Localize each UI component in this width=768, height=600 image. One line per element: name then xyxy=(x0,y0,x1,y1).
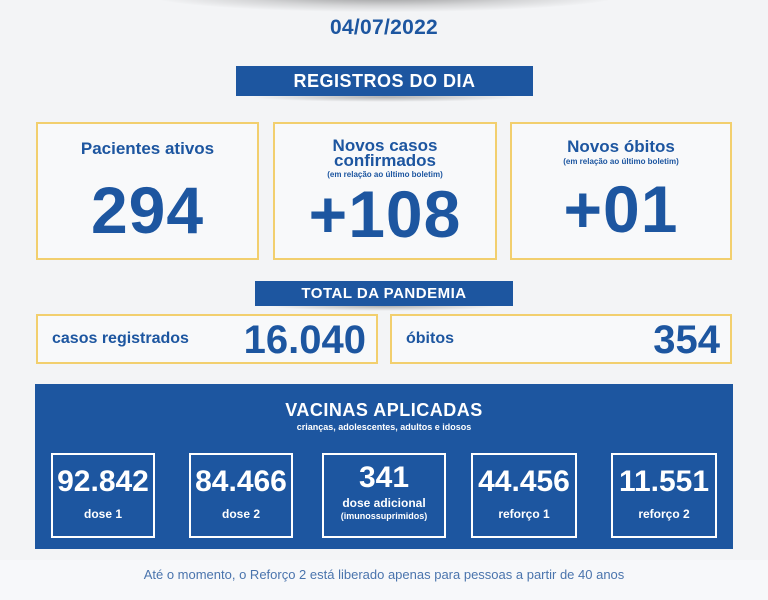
new-deaths-card: Novos óbitos (em relação ao último bolet… xyxy=(510,122,732,260)
top-shadow xyxy=(150,0,620,12)
vaccine-label: dose adicional xyxy=(342,496,426,510)
vaccine-label: dose 2 xyxy=(221,507,260,521)
total-deaths-value: 354 xyxy=(653,318,720,362)
footer-note: Até o momento, o Reforço 2 está liberado… xyxy=(0,560,768,600)
vaccine-booster2-card: 11.551 reforço 2 xyxy=(611,453,717,538)
vaccines-panel: VACINAS APLICADAS crianças, adolescentes… xyxy=(35,384,733,549)
new-cases-card: Novos casos confirmados (em relação ao ú… xyxy=(273,122,497,260)
banner-shadow xyxy=(250,92,520,102)
vaccine-label: reforço 2 xyxy=(638,507,690,521)
new-cases-label-line2: confirmados xyxy=(333,151,437,170)
active-patients-label: Pacientes ativos xyxy=(80,139,215,158)
total-cases-label: casos registrados xyxy=(52,330,189,347)
new-cases-value: +108 xyxy=(308,177,462,251)
vaccine-booster1-card: 44.456 reforço 1 xyxy=(471,453,577,538)
total-cases-card: casos registrados 16.040 xyxy=(36,314,378,364)
vaccine-value: 84.466 xyxy=(195,465,287,498)
new-deaths-value: +01 xyxy=(563,172,679,246)
vaccines-subtitle: crianças, adolescentes, adultos e idosos xyxy=(296,422,472,432)
new-cases-label-line1: Novos casos xyxy=(332,136,438,155)
active-patients-value: 294 xyxy=(90,173,205,247)
new-deaths-label: Novos óbitos xyxy=(567,137,675,156)
vaccine-value: 11.551 xyxy=(618,465,710,498)
vaccines-title: VACINAS APLICADAS xyxy=(285,400,483,420)
vaccine-value: 44.456 xyxy=(478,465,570,498)
new-cases-label: Novos casos confirmados xyxy=(275,136,495,170)
report-date: 04/07/2022 xyxy=(329,16,439,39)
total-banner: TOTAL DA PANDEMIA xyxy=(255,281,513,306)
vaccine-label: dose 1 xyxy=(83,507,122,521)
banner-shadow xyxy=(268,301,500,311)
total-deaths-label: óbitos xyxy=(406,330,454,347)
registros-banner: REGISTROS DO DIA xyxy=(236,66,533,96)
vaccine-label: reforço 1 xyxy=(498,507,550,521)
vaccine-value: 341 xyxy=(358,461,410,494)
new-cases-note: (em relação ao último boletim) xyxy=(327,170,443,179)
active-patients-card: Pacientes ativos 294 xyxy=(36,122,259,260)
total-deaths-card: óbitos 354 xyxy=(390,314,732,364)
vaccine-sublabel: (imunossuprimidos) xyxy=(340,511,428,521)
vaccine-dose1-card: 92.842 dose 1 xyxy=(51,453,155,538)
total-cases-value: 16.040 xyxy=(243,318,366,362)
vaccine-value: 92.842 xyxy=(57,465,149,498)
vaccine-additional-dose-card: 341 dose adicional (imunossuprimidos) xyxy=(322,453,446,538)
new-deaths-note: (em relação ao último boletim) xyxy=(563,157,679,166)
vaccine-dose2-card: 84.466 dose 2 xyxy=(189,453,293,538)
